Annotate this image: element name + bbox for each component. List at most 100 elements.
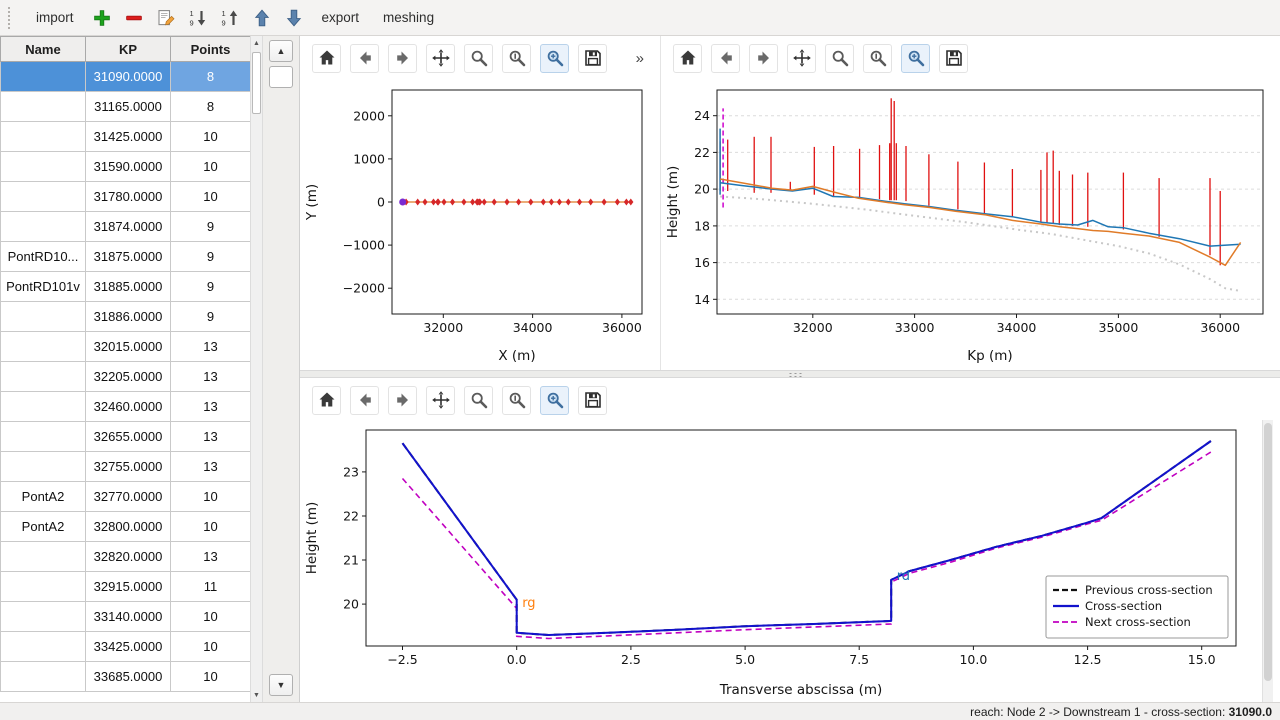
cell-name[interactable]: PontA2: [0, 481, 86, 512]
table-row[interactable]: 32205.0000 13: [0, 361, 251, 392]
cell-kp[interactable]: 32460.0000: [85, 391, 171, 422]
subplots-button[interactable]: [502, 43, 531, 73]
table-scrollbar-down-icon[interactable]: ▼: [253, 691, 260, 699]
zoom-button[interactable]: [464, 43, 493, 73]
table-row[interactable]: 31886.0000 9: [0, 301, 251, 332]
cell-kp[interactable]: 31780.0000: [85, 181, 171, 212]
cell-points[interactable]: 13: [170, 421, 251, 452]
cell-name[interactable]: [0, 211, 86, 242]
table-scrollbar[interactable]: ▲ ▼: [250, 36, 263, 702]
cell-points[interactable]: 8: [170, 91, 251, 122]
cross-section-plot[interactable]: −2.5 0.0 2.5 5.0 7.5 10.0 12.5 15.0 20 21 22 23 Tran…: [300, 420, 1262, 702]
table-row[interactable]: 32755.0000 13: [0, 451, 251, 482]
table-row[interactable]: 32655.0000 13: [0, 421, 251, 452]
cell-kp[interactable]: 33425.0000: [85, 631, 171, 662]
export-button[interactable]: export: [321, 10, 360, 25]
cell-points[interactable]: 10: [170, 481, 251, 512]
table-row[interactable]: PontA2 32800.0000 10: [0, 511, 251, 542]
cell-kp[interactable]: 32205.0000: [85, 361, 171, 392]
cell-name[interactable]: PontRD101v: [0, 271, 86, 302]
table-row[interactable]: 31165.0000 8: [0, 91, 251, 122]
cell-name[interactable]: [0, 91, 86, 122]
table-row[interactable]: 31090.0000 8: [0, 61, 251, 92]
table-row[interactable]: PontRD10... 31875.0000 9: [0, 241, 251, 272]
table-row[interactable]: 32460.0000 13: [0, 391, 251, 422]
cell-points[interactable]: 10: [170, 151, 251, 182]
cell-points[interactable]: 10: [170, 181, 251, 212]
table-row[interactable]: 32015.0000 13: [0, 331, 251, 362]
cell-points[interactable]: 11: [170, 571, 251, 602]
cell-points[interactable]: 13: [170, 451, 251, 482]
table-row[interactable]: 33140.0000 10: [0, 601, 251, 632]
pan-button[interactable]: [426, 43, 455, 73]
toolbar-overflow-button[interactable]: »: [635, 49, 644, 67]
cell-name[interactable]: PontA2: [0, 511, 86, 542]
cell-points[interactable]: 10: [170, 121, 251, 152]
pan-button[interactable]: [787, 43, 816, 73]
meshing-button[interactable]: meshing: [383, 10, 435, 25]
cell-name[interactable]: [0, 181, 86, 212]
scroll-down-button[interactable]: ▼: [269, 674, 293, 696]
cell-kp[interactable]: 32820.0000: [85, 541, 171, 572]
cell-points[interactable]: 13: [170, 331, 251, 362]
cell-name[interactable]: [0, 571, 86, 602]
horizontal-splitter[interactable]: [300, 370, 1280, 378]
column-header-name[interactable]: Name: [0, 36, 86, 62]
table-row[interactable]: 33425.0000 10: [0, 631, 251, 662]
table-row[interactable]: PontA2 32770.0000 10: [0, 481, 251, 512]
zoom-button[interactable]: [464, 385, 493, 415]
cell-name[interactable]: [0, 601, 86, 632]
cell-kp[interactable]: 32655.0000: [85, 421, 171, 452]
plan-view-plot[interactable]: 32000 34000 36000 −2000 −1000 0 1000 2000 X (m) Y…: [300, 78, 656, 368]
cell-kp[interactable]: 32770.0000: [85, 481, 171, 512]
longitudinal-profile-plot[interactable]: 32000 33000 34000 35000 36000 14 16 18 20 22 24 Kp …: [661, 78, 1277, 368]
cell-points[interactable]: 9: [170, 241, 251, 272]
cell-points[interactable]: 13: [170, 361, 251, 392]
cell-kp[interactable]: 32015.0000: [85, 331, 171, 362]
cell-kp[interactable]: 31165.0000: [85, 91, 171, 122]
cell-name[interactable]: [0, 61, 86, 92]
cell-name[interactable]: [0, 421, 86, 452]
cell-name[interactable]: [0, 451, 86, 482]
import-button[interactable]: import: [36, 10, 74, 25]
pan-button[interactable]: [426, 385, 455, 415]
cell-kp[interactable]: 31875.0000: [85, 241, 171, 272]
cell-kp[interactable]: 33140.0000: [85, 601, 171, 632]
table-row[interactable]: 31874.0000 9: [0, 211, 251, 242]
customize-button[interactable]: [540, 43, 569, 73]
cell-name[interactable]: [0, 661, 86, 692]
table-row[interactable]: 31425.0000 10: [0, 121, 251, 152]
forward-button[interactable]: [749, 43, 778, 73]
bottom-scrollbar-thumb[interactable]: [1264, 423, 1272, 681]
cell-points[interactable]: 10: [170, 631, 251, 662]
cell-name[interactable]: [0, 391, 86, 422]
column-header-points[interactable]: Points: [170, 36, 251, 62]
cell-name[interactable]: [0, 301, 86, 332]
cell-points[interactable]: 9: [170, 211, 251, 242]
cell-kp[interactable]: 32915.0000: [85, 571, 171, 602]
cell-name[interactable]: [0, 361, 86, 392]
table-row[interactable]: 32820.0000 13: [0, 541, 251, 572]
zoom-button[interactable]: [825, 43, 854, 73]
cell-kp[interactable]: 32800.0000: [85, 511, 171, 542]
subplots-button[interactable]: [863, 43, 892, 73]
home-button[interactable]: [312, 385, 341, 415]
edit-cross-section-button[interactable]: [153, 5, 179, 31]
cell-kp[interactable]: 31886.0000: [85, 301, 171, 332]
cell-name[interactable]: PontRD10...: [0, 241, 86, 272]
cell-name[interactable]: [0, 631, 86, 662]
home-button[interactable]: [312, 43, 341, 73]
cell-points[interactable]: 8: [170, 61, 251, 92]
cell-points[interactable]: 13: [170, 391, 251, 422]
save-button[interactable]: [578, 43, 607, 73]
cell-points[interactable]: 13: [170, 541, 251, 572]
table-row[interactable]: PontRD101v 31885.0000 9: [0, 271, 251, 302]
column-header-kp[interactable]: KP: [85, 36, 171, 62]
home-button[interactable]: [673, 43, 702, 73]
cell-kp[interactable]: 31425.0000: [85, 121, 171, 152]
back-button[interactable]: [350, 385, 379, 415]
table-scrollbar-thumb[interactable]: [252, 52, 261, 114]
cell-kp[interactable]: 32755.0000: [85, 451, 171, 482]
